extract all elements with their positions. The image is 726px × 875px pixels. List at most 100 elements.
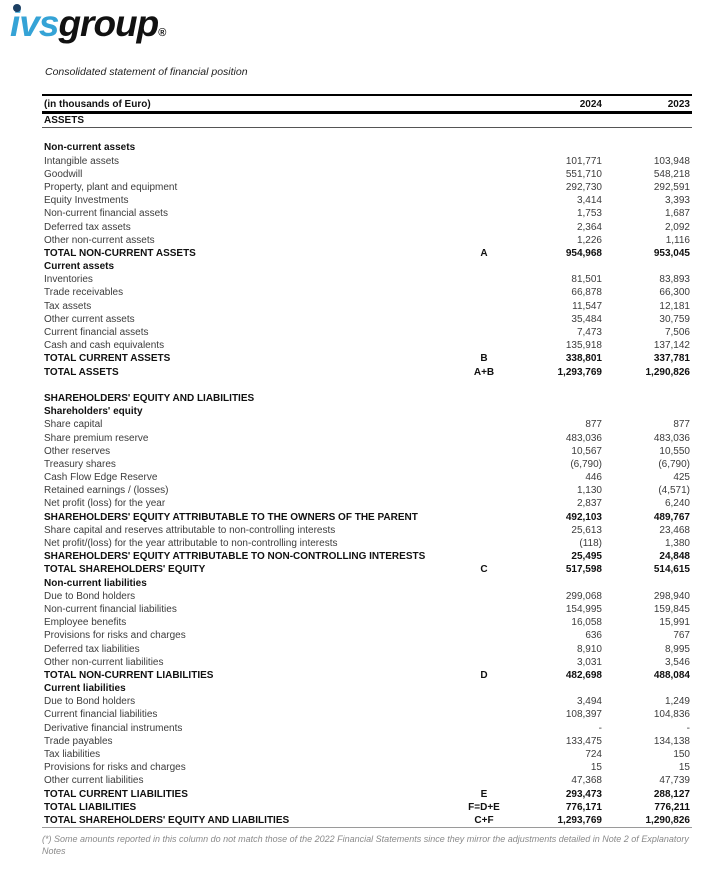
table-row: ASSETS (42, 114, 692, 129)
row-value-2024 (516, 141, 604, 154)
row-value-2023: 159,845 (653, 603, 690, 615)
row-value-2023: - (686, 722, 690, 734)
row-label: Current liabilities (44, 683, 126, 695)
row-label: SHAREHOLDERS' EQUITY ATTRIBUTABLE TO NON… (44, 551, 426, 563)
row-value-2023: 134,138 (653, 735, 690, 747)
table-row: Non-current financial assets 1,753 1,687 (42, 207, 692, 220)
row-value-2024: 492,103 (565, 511, 602, 523)
row-ref: A+B (473, 366, 495, 378)
row-label: Provisions for risks and charges (44, 762, 186, 774)
table-row: Inventories 81,501 83,893 (42, 273, 692, 286)
table-row: Equity Investments 3,414 3,393 (42, 194, 692, 207)
row-value-2024: 483,036 (565, 432, 602, 444)
row-value-2024 (516, 260, 604, 273)
row-label: Current assets (44, 261, 115, 273)
table-row: Due to Bond holders 299,068 298,940 (42, 590, 692, 603)
row-ref (452, 774, 516, 787)
table-row: Cash and cash equivalents 135,918 137,142 (42, 339, 692, 352)
row-ref (452, 616, 516, 629)
row-label: ASSETS (44, 115, 85, 126)
row-label: Cash Flow Edge Reserve (44, 472, 158, 484)
table-row: Provisions for risks and charges 636 767 (42, 629, 692, 642)
row-label: Cash and cash equivalents (44, 340, 165, 352)
row-label: Employee benefits (44, 617, 127, 629)
logo-group-text: group (58, 3, 159, 44)
row-value-2023: (6,790) (658, 458, 690, 470)
row-ref (452, 656, 516, 669)
table-row: TOTAL LIABILITIES F=D+E 776,171 776,211 (42, 801, 692, 814)
row-ref (452, 194, 516, 207)
row-value-2023: 3,546 (664, 656, 690, 668)
row-label: Inventories (44, 274, 93, 286)
table-row: Share premium reserve 483,036 483,036 (42, 432, 692, 445)
row-value-2024 (516, 392, 604, 405)
row-value-2023: 137,142 (653, 340, 690, 352)
row-value-2024: 8,910 (576, 643, 602, 655)
row-ref (452, 682, 516, 695)
row-value-2023: 6,240 (664, 498, 690, 510)
row-label: Other current liabilities (44, 775, 144, 787)
row-ref: B (480, 353, 488, 365)
row-value-2023: 425 (673, 472, 690, 484)
row-ref (452, 471, 516, 484)
row-value-2023: 953,045 (653, 247, 690, 259)
row-value-2023: 877 (673, 419, 690, 431)
table-row: Non-current financial liabilities 154,995… (42, 603, 692, 616)
row-value-2024: 108,397 (565, 709, 602, 721)
table-row: Other non-current liabilities 3,031 3,546 (42, 656, 692, 669)
table-row: Non-current liabilities (42, 577, 692, 590)
row-value-2023: 1,116 (665, 234, 690, 246)
row-label: Non-current financial assets (44, 208, 168, 220)
row-value-2024: (6,790) (570, 458, 602, 470)
row-value-2023: (4,571) (658, 485, 690, 497)
row-label: Property, plant and equipment (44, 181, 178, 193)
row-value-2024: 7,473 (576, 327, 602, 338)
row-label: Due to Bond holders (44, 590, 136, 602)
row-label: Other current assets (44, 313, 135, 325)
row-label: Provisions for risks and charges (44, 630, 186, 642)
row-ref (452, 629, 516, 642)
logo-ivs-text: ivs (10, 3, 59, 44)
table-row: TOTAL NON-CURRENT ASSETS A 954,968 953,045 (42, 247, 692, 260)
row-ref (452, 141, 516, 154)
row-value-2024: 3,494 (576, 696, 602, 708)
row-value-2023 (604, 114, 692, 127)
row-value-2024: 10,567 (571, 445, 602, 457)
row-value-2024: 724 (585, 749, 602, 760)
row-label: Share premium reserve (44, 432, 149, 444)
row-ref (452, 497, 516, 510)
row-label: Other reserves (44, 445, 111, 457)
row-label: SHAREHOLDERS' EQUITY ATTRIBUTABLE TO THE… (44, 511, 418, 523)
row-value-2023: 1,249 (664, 696, 690, 708)
row-value-2024: 1,753 (576, 208, 602, 220)
row-label: Non-current assets (44, 142, 136, 154)
row-ref (452, 273, 516, 286)
row-ref (452, 708, 516, 721)
row-value-2023: 8,995 (664, 643, 690, 655)
row-label: SHAREHOLDERS' EQUITY AND LIABILITIES (44, 392, 255, 404)
row-value-2023: 103,948 (653, 155, 690, 167)
table-row: Deferred tax assets 2,364 2,092 (42, 221, 692, 234)
table-row: Property, plant and equipment 292,730 292,… (42, 181, 692, 194)
row-label: TOTAL NON-CURRENT LIABILITIES (44, 669, 214, 681)
row-value-2023: 514,615 (653, 564, 690, 576)
row-ref (452, 722, 516, 735)
row-value-2024 (516, 577, 604, 590)
row-ref (452, 761, 516, 774)
row-value-2023: 23,468 (659, 524, 690, 536)
row-value-2023 (604, 577, 692, 590)
table-row: SHAREHOLDERS' EQUITY ATTRIBUTABLE TO THE… (42, 511, 692, 524)
row-ref: D (480, 669, 488, 681)
row-ref (452, 537, 516, 550)
row-label: Retained earnings / (losses) (44, 485, 169, 497)
row-value-2023 (604, 260, 692, 273)
row-value-2024: 25,495 (571, 551, 602, 563)
row-value-2024: 101,771 (565, 155, 602, 167)
table-row: Retained earnings / (losses) 1,130 (4,571) (42, 484, 692, 497)
row-value-2023: 488,084 (653, 669, 690, 681)
row-label: Deferred tax liabilities (44, 643, 140, 655)
table-row: Deferred tax liabilities 8,910 8,995 (42, 643, 692, 656)
row-ref (452, 300, 516, 313)
row-value-2024: 81,501 (571, 274, 602, 286)
table-row: Due to Bond holders 3,494 1,249 (42, 695, 692, 708)
